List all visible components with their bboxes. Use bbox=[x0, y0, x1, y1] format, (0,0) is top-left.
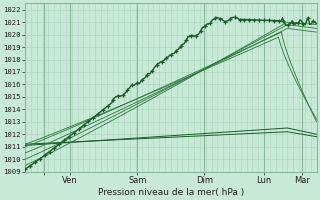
X-axis label: Pression niveau de la mer( hPa ): Pression niveau de la mer( hPa ) bbox=[98, 188, 244, 197]
